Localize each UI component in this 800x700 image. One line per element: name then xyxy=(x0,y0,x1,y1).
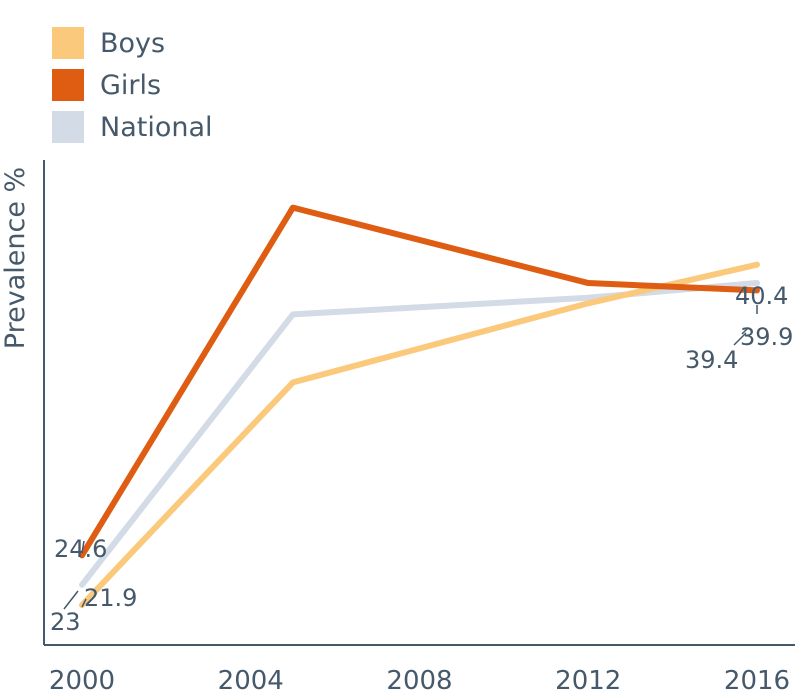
series-line-girls xyxy=(79,204,760,559)
x-tick-label-2004: 2004 xyxy=(218,666,284,696)
legend-label-girls: Girls xyxy=(100,69,162,101)
legend-item-girls: Girls xyxy=(52,64,213,106)
legend-item-boys: Boys xyxy=(52,22,213,64)
data-label-girls-2016: 39.9 xyxy=(740,323,793,351)
data-label-girls-2000: 24.6 xyxy=(54,535,107,563)
legend-swatch-boys xyxy=(52,27,84,59)
data-label-national-2000: 23 xyxy=(50,608,81,636)
data-label-national-2016: 39.4 xyxy=(685,346,738,374)
data-label-leader-girls-2016 xyxy=(741,327,749,335)
legend-swatch-national xyxy=(52,111,84,143)
series-line-national xyxy=(79,280,760,588)
legend-label-national: National xyxy=(100,111,213,143)
legend-item-national: National xyxy=(52,106,213,148)
data-label-leader-girls-2000 xyxy=(81,540,85,554)
data-label-leader-national-2016 xyxy=(733,332,747,346)
data-label-boys-2016: 40.4 xyxy=(735,282,788,310)
data-label-boys-2000: 21.9 xyxy=(84,584,137,612)
x-tick-label-2000: 2000 xyxy=(49,666,115,696)
data-label-leader-national-2000 xyxy=(63,590,79,610)
x-tick-label-2016: 2016 xyxy=(724,666,790,696)
legend-label-boys: Boys xyxy=(100,27,166,59)
data-label-leader-boys-2000 xyxy=(81,598,87,608)
x-tick-label-2012: 2012 xyxy=(555,666,621,696)
x-tick-label-2008: 2008 xyxy=(386,666,452,696)
chart-legend: Boys Girls National xyxy=(52,22,213,148)
y-axis-label: Prevalence % xyxy=(0,167,31,349)
legend-swatch-girls xyxy=(52,69,84,101)
series-line-boys xyxy=(79,261,760,609)
